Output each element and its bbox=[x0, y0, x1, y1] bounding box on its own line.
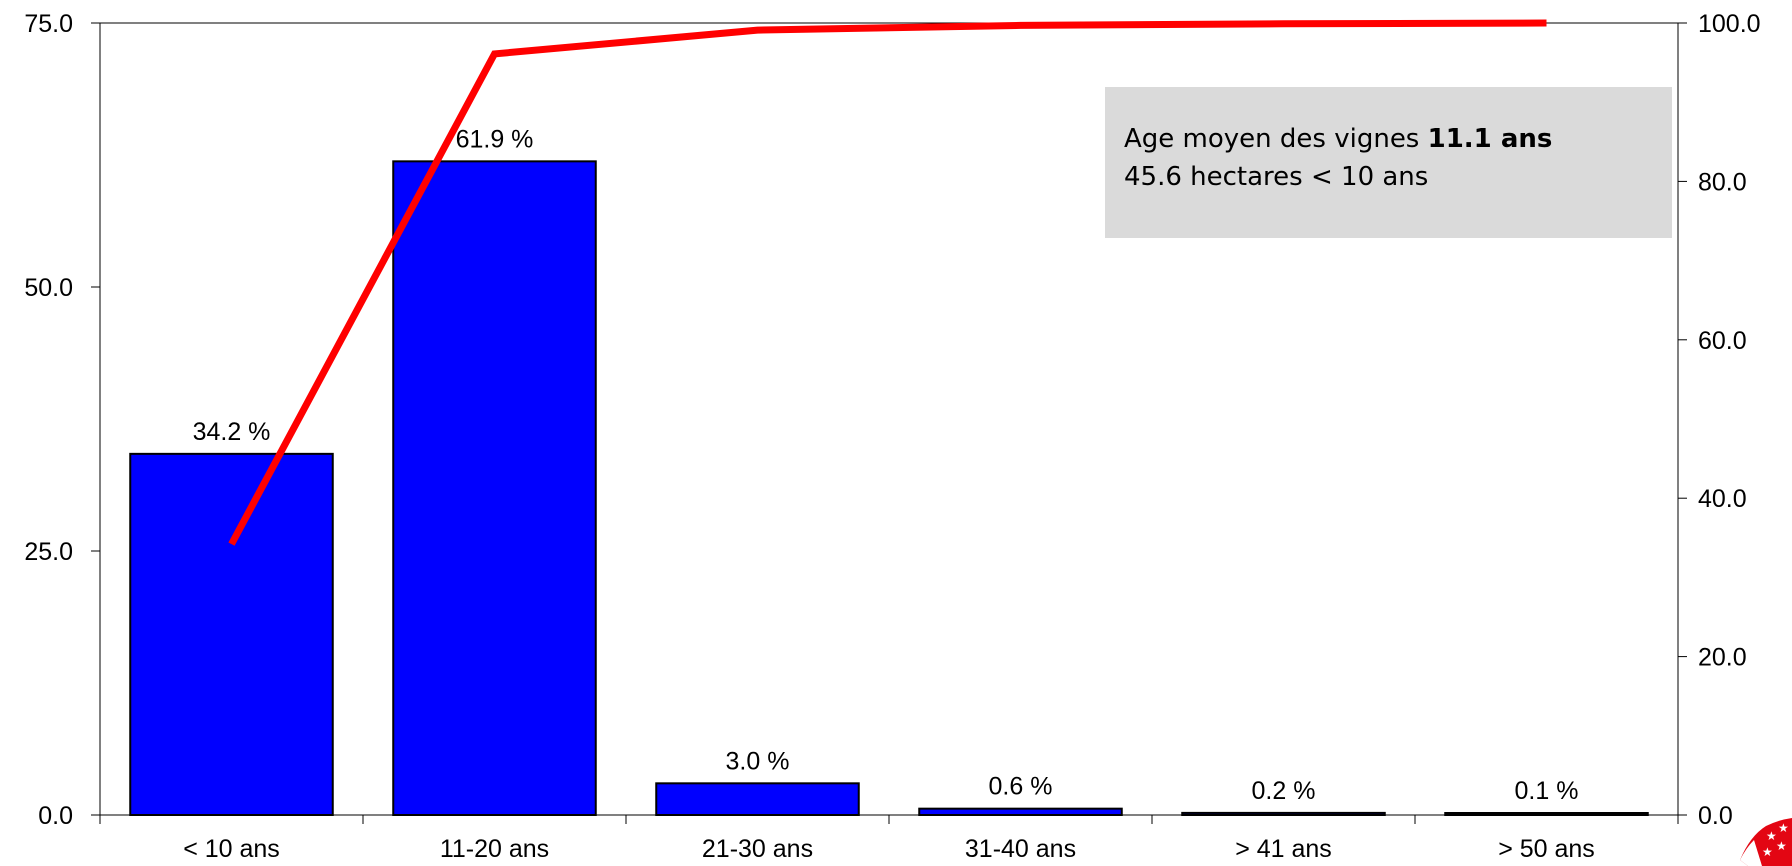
x-category-label: > 50 ans bbox=[1498, 835, 1595, 863]
y-right-tick-label: 40.0 bbox=[1698, 485, 1747, 513]
flag-star-1: ★ bbox=[1766, 829, 1777, 843]
flag-star-3: ★ bbox=[1776, 839, 1787, 853]
x-category-label: < 10 ans bbox=[183, 835, 280, 863]
y-right-tick-label: 80.0 bbox=[1698, 168, 1747, 196]
y-right-tick-label: 0.0 bbox=[1698, 802, 1733, 830]
bar bbox=[1444, 812, 1649, 816]
x-category-label: > 41 ans bbox=[1235, 835, 1332, 863]
y-right-tick-label: 60.0 bbox=[1698, 327, 1747, 355]
bar bbox=[129, 452, 334, 816]
x-category-label: 21-30 ans bbox=[702, 835, 813, 863]
bar bbox=[392, 160, 597, 816]
bar-value-label: 61.9 % bbox=[456, 125, 534, 153]
y-right-tick-label: 100.0 bbox=[1698, 10, 1761, 38]
x-category-label: 31-40 ans bbox=[965, 835, 1076, 863]
cumulative-line bbox=[228, 19, 1547, 546]
y-left-tick-label: 0.0 bbox=[38, 802, 73, 830]
bar-value-label: 0.6 % bbox=[989, 773, 1053, 801]
annotation-prefix: Age moyen des vignes bbox=[1124, 124, 1428, 154]
y-left-tick-label: 25.0 bbox=[24, 538, 73, 566]
annotation-line-2: 45.6 hectares < 10 ans bbox=[1124, 162, 1429, 192]
bar bbox=[1181, 811, 1386, 817]
y-left-tick-label: 75.0 bbox=[24, 10, 73, 38]
flag-star-4: ★ bbox=[1762, 845, 1773, 859]
bar-value-label: 0.1 % bbox=[1515, 777, 1579, 805]
annotation-line-1: Age moyen des vignes 11.1 ans bbox=[1124, 120, 1672, 158]
annotation-box: Age moyen des vignes 11.1 ans 45.6 hecta… bbox=[1105, 87, 1672, 238]
bar-value-label: 0.2 % bbox=[1252, 777, 1316, 805]
bar-value-label: 3.0 % bbox=[726, 747, 790, 775]
x-category-label: 11-20 ans bbox=[440, 835, 549, 863]
bar bbox=[918, 807, 1123, 817]
bar-value-label: 34.2 % bbox=[193, 418, 271, 446]
flag-star-2: ★ bbox=[1778, 821, 1789, 835]
flag-stars-icon: ★ ★ ★ ★ bbox=[1740, 818, 1792, 866]
flag-white-half bbox=[1740, 840, 1762, 866]
y-right-tick-label: 20.0 bbox=[1698, 644, 1747, 672]
bar bbox=[655, 782, 860, 817]
y-left-tick-label: 50.0 bbox=[24, 274, 73, 302]
annotation-bold-value: 11.1 ans bbox=[1427, 124, 1553, 154]
